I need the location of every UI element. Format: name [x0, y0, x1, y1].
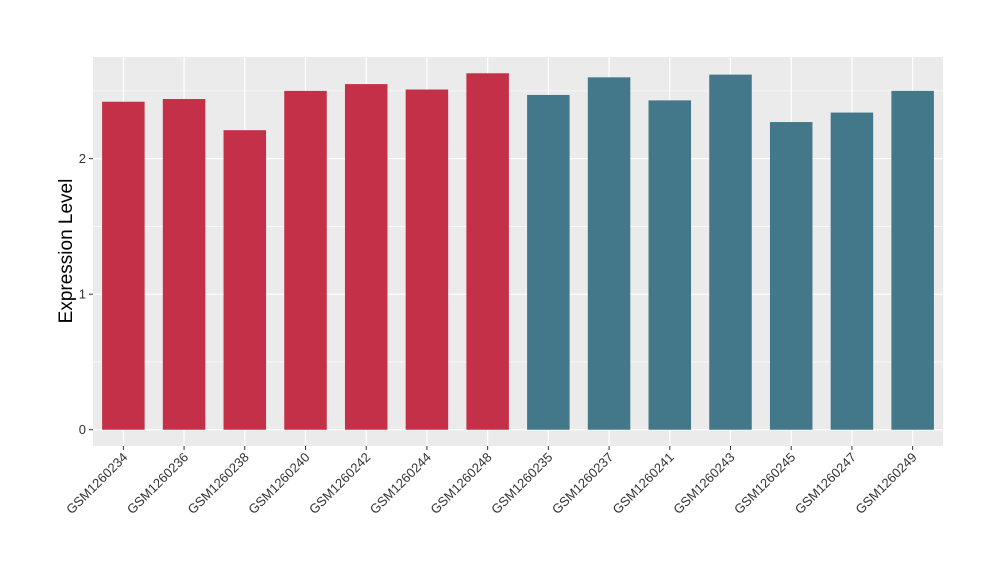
y-tick-label: 0: [79, 422, 86, 437]
bar-GSM1260244: [405, 89, 449, 430]
x-tick-label: GSM1260242: [306, 450, 373, 517]
x-tick-label: GSM1260237: [549, 450, 616, 517]
y-tick-label: 2: [79, 151, 86, 166]
bar-GSM1260243: [709, 74, 752, 430]
bar-GSM1260245: [769, 122, 813, 430]
y-axis: 0 1 2: [79, 151, 93, 437]
x-tick-label: GSM1260236: [124, 450, 191, 517]
x-tick-label: GSM1260249: [852, 450, 919, 517]
y-axis-title: Expression Level: [56, 179, 77, 324]
bar-GSM1260235: [527, 94, 570, 430]
x-tick-label: GSM1260238: [185, 450, 252, 517]
bar-GSM1260236: [162, 99, 206, 430]
x-tick-label: GSM1260241: [610, 450, 677, 517]
x-tick-label: GSM1260244: [367, 450, 434, 517]
bar-GSM1260234: [102, 101, 145, 430]
x-tick-label: GSM1260245: [731, 450, 798, 517]
x-tick-label: GSM1260235: [488, 450, 555, 517]
y-tick-label: 1: [79, 287, 86, 302]
bar-GSM1260242: [344, 84, 388, 430]
bar-GSM1260249: [891, 90, 934, 430]
bar-GSM1260238: [223, 130, 267, 430]
bars: [102, 73, 934, 430]
bar-GSM1260237: [587, 77, 631, 430]
bar-GSM1260240: [284, 90, 327, 430]
x-axis: GSM1260234GSM1260236GSM1260238GSM1260240…: [63, 446, 920, 517]
x-tick-label: GSM1260240: [245, 450, 312, 517]
x-tick-label: GSM1260234: [63, 450, 130, 517]
bar-GSM1260241: [648, 100, 692, 430]
bar-GSM1260247: [830, 112, 874, 430]
x-tick-label: GSM1260243: [670, 450, 737, 517]
plot-panel: [93, 57, 943, 446]
bar-GSM1260248: [466, 73, 509, 430]
x-tick-label: GSM1260248: [427, 450, 494, 517]
x-tick-label: GSM1260247: [792, 450, 859, 517]
